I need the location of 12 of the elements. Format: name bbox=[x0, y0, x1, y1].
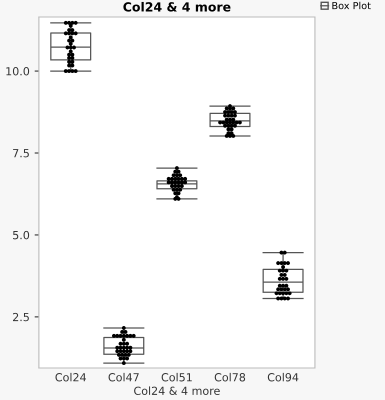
x-tick-label: Col24 bbox=[55, 372, 86, 382]
x-tick-label: Col47 bbox=[108, 372, 139, 382]
legend-label: Box Plot bbox=[332, 2, 371, 10]
y-tick-label: 10.0 bbox=[6, 67, 30, 76]
x-tick-label: Col94 bbox=[268, 372, 298, 382]
y-tick-label: 7.5 bbox=[13, 149, 29, 158]
y-tick-label: 5.0 bbox=[13, 230, 30, 240]
x-tick-label: Col51 bbox=[162, 372, 192, 382]
x-tick-label: Col78 bbox=[214, 372, 246, 382]
chart-title: Col24 & 4 more bbox=[123, 2, 230, 12]
y-tick-label: 2.5 bbox=[13, 312, 29, 322]
x-axis-title: Col24 & 4 more bbox=[134, 386, 220, 395]
